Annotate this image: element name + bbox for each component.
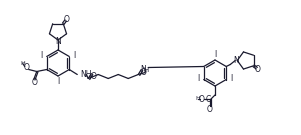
Text: O: O	[255, 65, 261, 74]
Text: I: I	[197, 74, 199, 83]
Text: O: O	[140, 68, 146, 77]
Text: I: I	[231, 74, 233, 83]
Text: O: O	[32, 78, 38, 87]
Text: N: N	[55, 36, 61, 45]
Text: C: C	[205, 94, 211, 104]
Text: O: O	[90, 72, 96, 81]
Text: NH: NH	[80, 70, 92, 79]
Text: H: H	[196, 97, 200, 102]
Text: N: N	[233, 56, 239, 65]
Text: H: H	[20, 61, 25, 66]
Text: H: H	[144, 68, 149, 73]
Text: N: N	[140, 65, 146, 74]
Text: O: O	[64, 15, 70, 24]
Text: O: O	[199, 94, 205, 104]
Text: O: O	[207, 104, 213, 114]
Text: I: I	[74, 51, 76, 60]
Text: O: O	[24, 63, 30, 72]
Text: I: I	[214, 50, 216, 59]
Text: I: I	[57, 77, 59, 86]
Text: I: I	[40, 51, 42, 60]
